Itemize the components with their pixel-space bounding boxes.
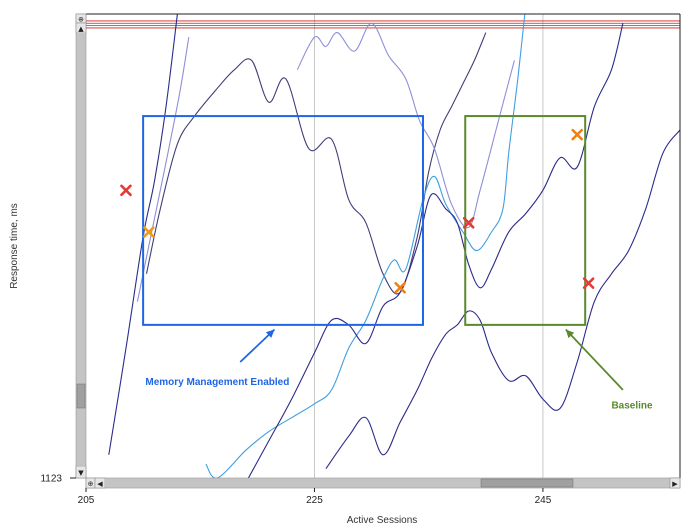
series-line-7 (325, 129, 680, 470)
series-group (108, 14, 680, 478)
x-axis-title: Active Sessions (347, 515, 418, 526)
series-line-2 (136, 37, 190, 302)
y-axis-title: Response time, ms (9, 203, 20, 289)
reset-icon: ⊕ (88, 480, 94, 488)
horizontal-scrollbar[interactable]: ⊕ ◀ ▶ (85, 477, 681, 489)
series-line-5 (205, 14, 526, 478)
x-tick-label-225: 225 (306, 495, 323, 506)
plot-area: Memory Management Enabled Baseline (86, 14, 680, 478)
y-tick-label-1123: 1123 (40, 474, 62, 485)
reference-lines (86, 20, 680, 29)
marker-3 (394, 281, 406, 294)
y-ticks: 1123 (40, 474, 76, 485)
series-line-1 (108, 14, 178, 455)
horizontal-scroll-track[interactable] (105, 478, 670, 488)
vertical-scroll-thumb[interactable] (76, 383, 86, 409)
marker-4 (462, 217, 475, 229)
vertical-scroll-track[interactable] (76, 33, 86, 465)
markers-group (120, 128, 595, 294)
annotation-label-2: Baseline (611, 400, 653, 411)
annotation-arrow-2 (565, 328, 624, 391)
marker-5 (571, 128, 583, 141)
horizontal-scroll-thumb[interactable] (480, 478, 574, 488)
vertical-scrollbar[interactable]: ⊕ ▲ ▼ (75, 13, 87, 479)
series-line-6 (247, 23, 624, 478)
scroll-down-icon: ▼ (78, 469, 84, 477)
series-line-3 (145, 32, 487, 295)
annotation-box-1 (142, 115, 424, 326)
scroll-right-icon: ▶ (672, 480, 678, 488)
x-ticks: 205 225 245 (78, 488, 552, 506)
x-tick-label-245: 245 (535, 495, 552, 506)
annotation-arrow-1 (239, 328, 276, 363)
scroll-up-icon: ▲ (78, 25, 84, 33)
annotation-labels: Memory Management Enabled Baseline (145, 328, 653, 411)
marker-1 (120, 184, 132, 197)
x-tick-label-205: 205 (78, 495, 95, 506)
grid-lines (313, 14, 544, 478)
marker-2 (143, 226, 155, 238)
marker-6 (582, 277, 595, 289)
scroll-right-button[interactable] (669, 477, 681, 489)
scroll-left-icon: ◀ (97, 480, 103, 488)
reset-icon: ⊕ (78, 16, 84, 24)
annotation-label-1: Memory Management Enabled (145, 377, 289, 388)
scroll-down-button[interactable] (75, 465, 87, 479)
series-line-4 (296, 22, 515, 229)
